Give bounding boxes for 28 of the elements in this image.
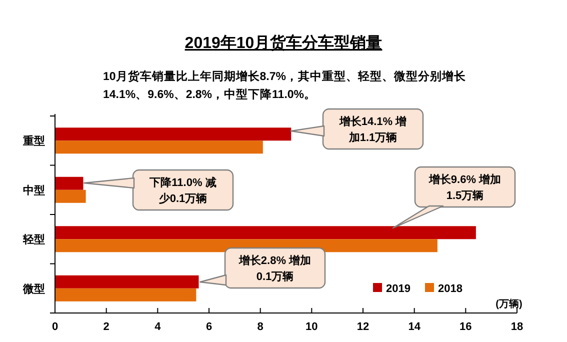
x-tick-label: 6 [206,321,212,333]
bar [55,226,476,240]
x-axis-title: (万辆) [496,298,522,310]
annotation: 增长2.8% 增加0.1万辆 [238,254,312,283]
y-tick-label: 轻型 [22,233,45,246]
chart-title: 2019年10月货车分车型销量 [184,34,382,52]
chart-subtitle: 10月货车销量比上年同期增长8.7%，其中重型、轻型、微型分别增长 14.1%、9.6%、2.8%，中型下降11.0%。 [103,69,468,101]
bar [55,140,263,154]
x-tick-label: 14 [408,321,422,333]
y-tick-label: 重型 [22,134,45,148]
y-tick-label: 微型 [22,282,45,296]
annotation: 增长9.6% 增加1.5万辆 [428,173,502,202]
bar [55,288,196,302]
annotation: 增长14.1% 增加1.1万辆 [338,115,407,144]
x-tick-label: 2 [103,321,110,333]
x-tick-label: 0 [52,321,58,333]
x-tick-label: 10 [306,321,318,333]
y-tick-label: 中型 [23,184,45,197]
bar [55,190,86,203]
x-tick-label: 16 [460,321,472,333]
annotation: 下降11.0% 减少0.1万辆 [148,176,216,205]
x-tick-label: 8 [257,321,264,333]
x-tick-label: 18 [510,321,524,333]
legend-label: 2018 [438,283,462,295]
x-tick-label: 12 [356,321,370,333]
legend-label: 2019 [386,283,410,295]
x-tick-label: 4 [154,321,162,333]
bar [55,239,438,252]
